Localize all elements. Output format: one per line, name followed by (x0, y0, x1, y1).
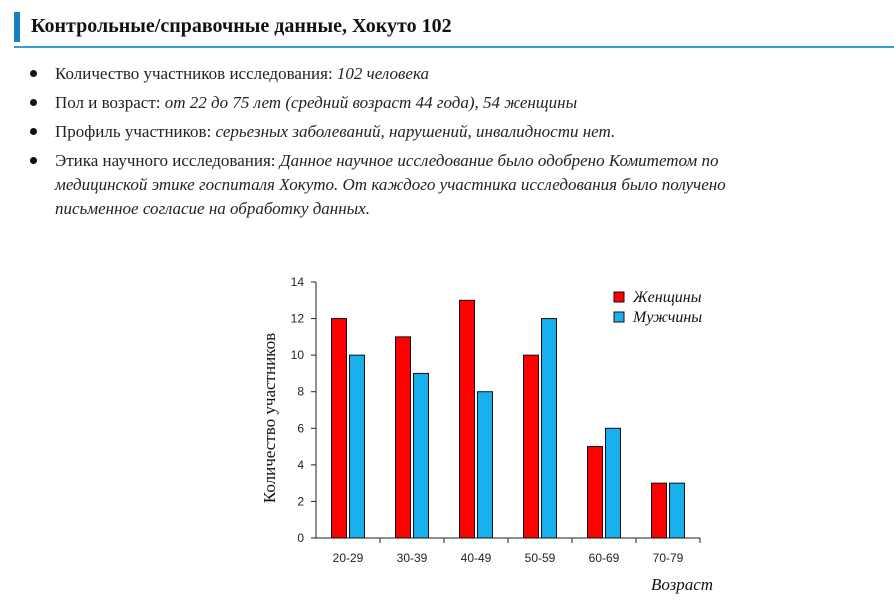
info-label: Количество участников исследования: (55, 64, 333, 83)
chart-axes: 0 2 4 6 8 10 12 14 20-29 30-39 40-49 50-59 60-69 70-7… (291, 275, 701, 565)
x-tick-label: 50-59 (525, 551, 556, 565)
info-item-ethics: Этика научного исследования: Данное науч… (28, 149, 828, 221)
y-tick-label: 14 (291, 275, 305, 289)
chart-y-axis-label: Количество участников (260, 333, 279, 503)
bar-men (605, 427, 621, 539)
info-line: Количество участников исследования: 102 … (55, 62, 828, 86)
bar-men (477, 391, 493, 539)
y-tick-label: 2 (297, 494, 304, 508)
info-value: Данное научное исследование было одобрен… (279, 151, 719, 170)
chart-bars (331, 299, 685, 539)
x-tick-label: 20-29 (333, 551, 364, 565)
y-tick-label: 10 (291, 348, 305, 362)
info-value: 102 человека (336, 64, 429, 83)
info-value: серьезных заболеваний, нарушений, инвали… (215, 122, 616, 141)
bullet-icon (30, 128, 37, 135)
legend-label-men: Мужчины (632, 309, 702, 326)
x-tick-label: 30-39 (397, 551, 428, 565)
bullet-icon (30, 157, 37, 164)
x-tick-label: 60-69 (589, 551, 620, 565)
legend-label-women: Женщины (632, 289, 702, 306)
bar-women (459, 299, 475, 539)
bar-men (413, 372, 429, 539)
bar-women (395, 336, 411, 539)
heading-accent-bar (14, 12, 20, 42)
y-tick-label: 0 (297, 531, 304, 545)
info-item-sex-age: Пол и возраст: от 22 до 75 лет (средний … (28, 91, 828, 115)
x-tick-label: 70-79 (653, 551, 684, 565)
info-item-profile: Профиль участников: серьезных заболевани… (28, 120, 828, 144)
bar-women (331, 318, 347, 539)
bar-women (651, 482, 667, 539)
bar-men (669, 482, 685, 539)
y-axis-title: Количество участников (260, 333, 279, 503)
info-label: Этика научного исследования: (55, 151, 276, 170)
bullet-icon (30, 99, 37, 106)
info-value-line-3: письменное согласие на обработку данных. (55, 199, 370, 218)
info-label: Пол и возраст: (55, 93, 161, 112)
info-value: от 22 до 75 лет (средний возраст 44 года… (164, 93, 578, 112)
info-line: Этика научного исследования: Данное науч… (55, 149, 828, 173)
info-list: Количество участников исследования: 102 … (28, 62, 828, 226)
y-tick-label: 6 (297, 421, 304, 435)
y-tick-label: 8 (297, 385, 304, 399)
y-tick-label: 4 (297, 458, 304, 472)
chart-legend: Женщины Мужчины (613, 289, 702, 326)
bar-women (587, 446, 603, 539)
bar-women (523, 354, 539, 539)
y-tick-label: 12 (291, 312, 305, 326)
info-line: Профиль участников: серьезных заболевани… (55, 120, 828, 144)
info-label: Профиль участников: (55, 122, 212, 141)
bar-men (349, 354, 365, 539)
page-title: Контрольные/справочные данные, Хокуто 10… (31, 15, 452, 37)
x-axis-title: Возраст (651, 575, 713, 594)
bullet-icon (30, 70, 37, 77)
x-tick-label: 40-49 (461, 551, 492, 565)
info-line: Пол и возраст: от 22 до 75 лет (средний … (55, 91, 828, 115)
info-item-participants: Количество участников исследования: 102 … (28, 62, 828, 86)
bar-men (541, 318, 557, 539)
legend-swatch-men (613, 311, 625, 323)
legend-swatch-women (613, 291, 625, 303)
info-value-line-2: медицинской этике госпиталя Хокуто. От к… (55, 175, 726, 194)
section-heading: Контрольные/справочные данные, Хокуто 10… (14, 10, 894, 48)
